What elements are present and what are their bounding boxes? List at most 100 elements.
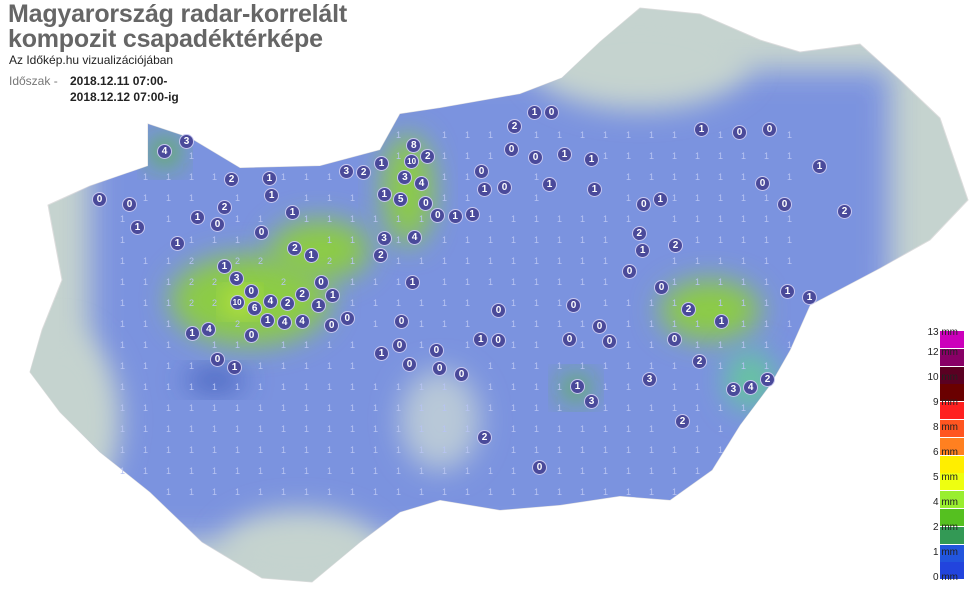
station-marker[interactable]: 8: [407, 138, 421, 152]
station-marker[interactable]: 1: [695, 123, 708, 136]
station-marker[interactable]: 1: [262, 171, 276, 185]
station-marker[interactable]: 1: [448, 210, 462, 224]
station-marker[interactable]: 1: [375, 157, 388, 170]
station-marker[interactable]: 1: [478, 183, 491, 196]
station-marker[interactable]: 0: [340, 311, 354, 325]
station-marker[interactable]: 4: [414, 176, 428, 190]
station-marker[interactable]: 2: [693, 355, 706, 368]
station-marker[interactable]: 4: [744, 380, 758, 394]
station-marker[interactable]: 2: [374, 249, 388, 263]
station-marker[interactable]: 0: [325, 319, 339, 333]
station-marker[interactable]: 4: [295, 314, 309, 328]
station-marker[interactable]: 0: [395, 315, 408, 328]
station-marker[interactable]: 1: [803, 291, 816, 304]
station-marker[interactable]: 2: [676, 415, 689, 428]
station-marker[interactable]: 1: [406, 276, 419, 289]
station-marker[interactable]: 1: [377, 187, 391, 201]
station-marker[interactable]: 2: [478, 431, 491, 444]
station-marker[interactable]: 4: [278, 315, 292, 329]
station-marker[interactable]: 0: [211, 353, 224, 366]
station-marker[interactable]: 1: [715, 315, 728, 328]
station-marker[interactable]: 3: [180, 135, 193, 148]
station-marker[interactable]: 0: [393, 339, 406, 352]
station-marker[interactable]: 1: [558, 148, 571, 161]
station-marker[interactable]: 1: [528, 106, 541, 119]
station-marker[interactable]: 3: [377, 231, 391, 245]
station-marker[interactable]: 1: [131, 221, 144, 234]
station-marker[interactable]: 2: [281, 297, 295, 311]
station-marker[interactable]: 1: [813, 160, 826, 173]
station-marker[interactable]: 4: [158, 145, 171, 158]
station-marker[interactable]: 0: [244, 284, 258, 298]
station-marker[interactable]: 0: [419, 196, 433, 210]
station-marker[interactable]: 0: [314, 276, 328, 290]
station-marker[interactable]: 1: [543, 178, 556, 191]
station-marker[interactable]: 1: [653, 192, 667, 206]
station-marker[interactable]: 1: [588, 183, 601, 196]
station-marker[interactable]: 0: [498, 181, 511, 194]
station-marker[interactable]: 2: [508, 120, 521, 133]
station-marker[interactable]: 0: [455, 368, 468, 381]
station-marker[interactable]: 2: [225, 173, 238, 186]
station-marker[interactable]: 0: [593, 320, 606, 333]
station-marker[interactable]: 3: [339, 164, 353, 178]
station-marker[interactable]: 0: [637, 198, 651, 212]
station-marker[interactable]: 0: [603, 335, 616, 348]
station-marker[interactable]: 1: [326, 289, 340, 303]
station-marker[interactable]: 2: [632, 226, 646, 240]
station-marker[interactable]: 0: [123, 198, 136, 211]
station-marker[interactable]: 3: [230, 272, 244, 286]
station-marker[interactable]: 2: [218, 201, 231, 214]
station-marker[interactable]: 1: [171, 237, 184, 250]
station-marker[interactable]: 10: [405, 155, 419, 169]
station-marker[interactable]: 0: [529, 151, 542, 164]
station-marker[interactable]: 0: [655, 281, 668, 294]
station-marker[interactable]: 1: [261, 314, 275, 327]
station-marker[interactable]: 0: [475, 165, 488, 178]
station-marker[interactable]: 1: [312, 299, 326, 313]
station-marker[interactable]: 0: [778, 198, 791, 211]
station-marker[interactable]: 2: [761, 373, 774, 386]
station-marker[interactable]: 2: [421, 149, 435, 163]
station-marker[interactable]: 0: [533, 461, 546, 474]
station-marker[interactable]: 4: [408, 231, 421, 244]
station-marker[interactable]: 0: [623, 265, 636, 278]
station-marker[interactable]: 0: [756, 177, 769, 190]
station-marker[interactable]: 10: [230, 295, 244, 309]
station-marker[interactable]: 1: [375, 347, 388, 360]
station-marker[interactable]: 0: [545, 106, 558, 119]
station-marker[interactable]: 6: [248, 301, 262, 315]
station-marker[interactable]: 3: [398, 171, 412, 185]
station-marker[interactable]: 0: [492, 304, 505, 317]
station-marker[interactable]: 1: [304, 248, 318, 262]
station-marker[interactable]: 0: [433, 361, 447, 375]
station-marker[interactable]: 0: [429, 344, 443, 358]
station-marker[interactable]: 1: [474, 332, 488, 346]
station-marker[interactable]: 4: [202, 322, 216, 336]
station-marker[interactable]: 5: [394, 193, 408, 207]
station-marker[interactable]: 0: [211, 218, 224, 231]
station-marker[interactable]: 0: [403, 358, 416, 371]
station-marker[interactable]: 1: [217, 259, 231, 273]
station-marker[interactable]: 4: [263, 295, 277, 309]
station-marker[interactable]: 1: [185, 327, 199, 341]
station-marker[interactable]: 1: [585, 153, 598, 166]
station-marker[interactable]: 2: [288, 242, 302, 256]
station-marker[interactable]: 0: [763, 123, 776, 136]
station-marker[interactable]: 2: [295, 288, 309, 302]
station-marker[interactable]: 2: [669, 239, 682, 252]
station-marker[interactable]: 0: [491, 334, 505, 348]
station-marker[interactable]: 3: [585, 395, 598, 408]
station-marker[interactable]: 1: [571, 380, 584, 393]
station-marker[interactable]: 0: [245, 329, 258, 342]
station-marker[interactable]: 1: [265, 189, 279, 203]
station-marker[interactable]: 0: [563, 333, 576, 346]
station-marker[interactable]: 3: [726, 383, 740, 397]
station-marker[interactable]: 1: [636, 244, 650, 258]
station-marker[interactable]: 0: [505, 143, 518, 156]
station-marker[interactable]: 1: [191, 211, 204, 224]
station-marker[interactable]: 0: [431, 209, 445, 223]
station-marker[interactable]: 0: [255, 226, 268, 239]
station-marker[interactable]: 0: [668, 333, 681, 346]
station-marker[interactable]: 0: [567, 299, 580, 312]
